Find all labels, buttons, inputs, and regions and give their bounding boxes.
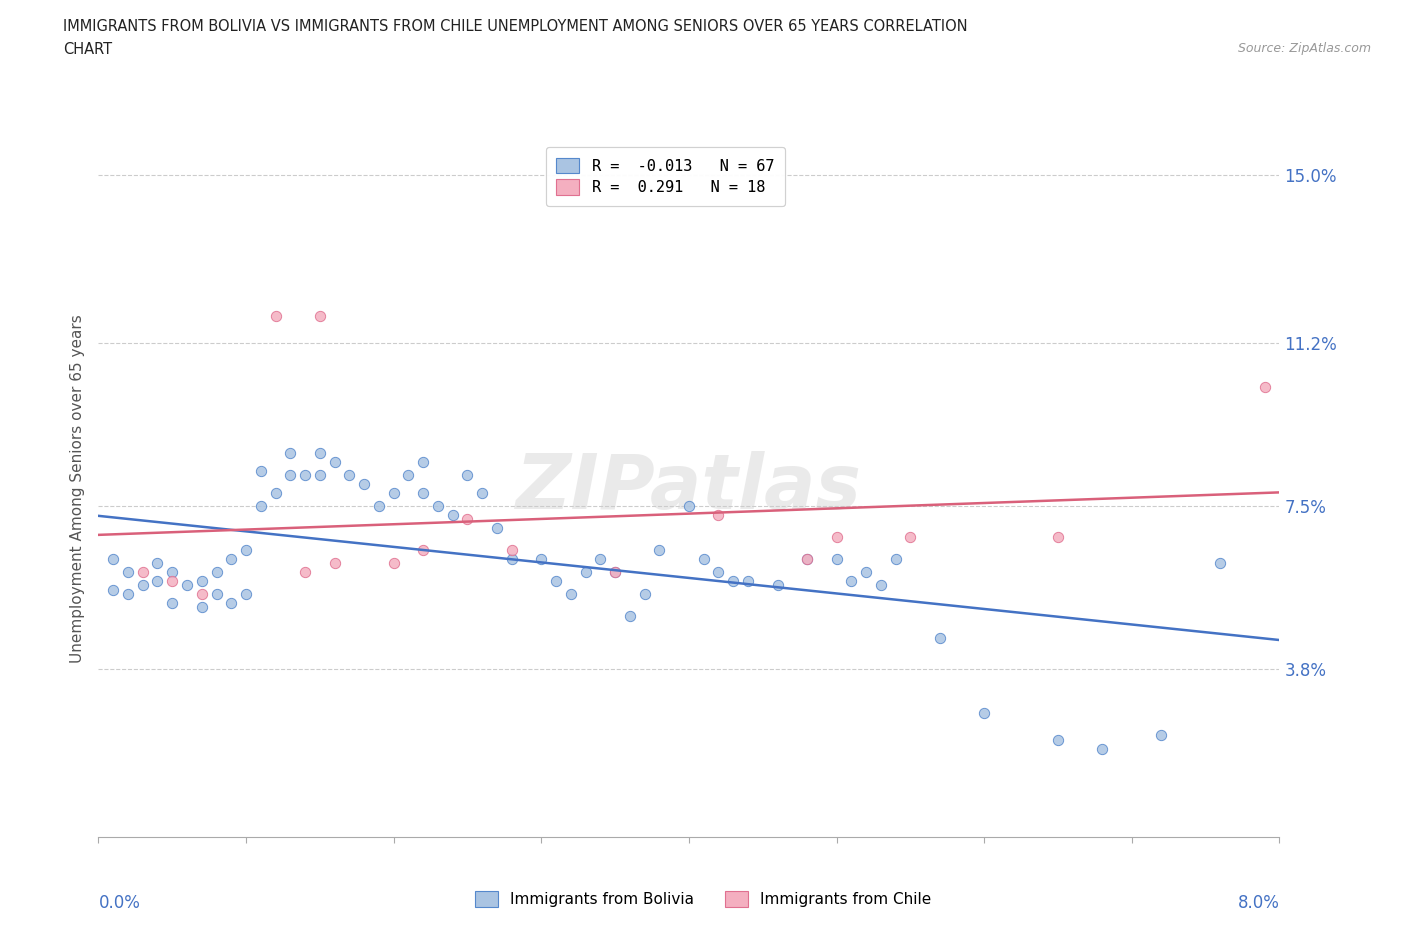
Point: [117, 565, 139, 579]
Point: [103, 582, 124, 597]
Point: [264, 309, 287, 324]
Point: [308, 468, 332, 483]
Point: [1091, 741, 1114, 756]
Point: [825, 529, 848, 544]
Point: [235, 587, 257, 602]
Point: [205, 565, 228, 579]
Point: [1150, 728, 1173, 743]
Point: [250, 463, 273, 478]
Point: [589, 551, 612, 566]
Point: [678, 498, 700, 513]
Point: [219, 595, 242, 610]
Point: [103, 551, 124, 566]
Legend: R =  -0.013   N = 67, R =  0.291   N = 18: R = -0.013 N = 67, R = 0.291 N = 18: [546, 147, 785, 206]
Point: [176, 578, 198, 592]
Point: [162, 565, 183, 579]
Legend: Immigrants from Bolivia, Immigrants from Chile: Immigrants from Bolivia, Immigrants from…: [468, 884, 938, 913]
Point: [501, 551, 523, 566]
Point: [146, 556, 169, 571]
Point: [633, 587, 655, 602]
Point: [855, 565, 877, 579]
Point: [721, 574, 744, 589]
Point: [707, 565, 730, 579]
Point: [544, 574, 567, 589]
Point: [191, 574, 214, 589]
Point: [501, 542, 523, 557]
Point: [235, 542, 257, 557]
Y-axis label: Unemployment Among Seniors over 65 years: Unemployment Among Seniors over 65 years: [69, 314, 84, 662]
Point: [396, 468, 419, 483]
Point: [382, 485, 405, 500]
Point: [605, 565, 627, 579]
Point: [1254, 379, 1277, 394]
Point: [278, 468, 301, 483]
Point: [825, 551, 848, 566]
Point: [485, 521, 508, 536]
Point: [441, 507, 464, 522]
Point: [928, 631, 950, 645]
Point: [471, 485, 494, 500]
Point: [308, 309, 332, 324]
Text: CHART: CHART: [63, 42, 112, 57]
Point: [693, 551, 716, 566]
Point: [869, 578, 891, 592]
Point: [530, 551, 553, 566]
Point: [264, 485, 287, 500]
Point: [605, 565, 627, 579]
Point: [382, 556, 405, 571]
Point: [766, 578, 789, 592]
Point: [574, 565, 596, 579]
Point: [973, 706, 995, 721]
Point: [898, 529, 921, 544]
Text: 8.0%: 8.0%: [1237, 895, 1279, 912]
Point: [132, 565, 155, 579]
Point: [323, 455, 346, 470]
Point: [456, 512, 478, 526]
Text: Source: ZipAtlas.com: Source: ZipAtlas.com: [1237, 42, 1371, 55]
Point: [162, 574, 183, 589]
Point: [1209, 556, 1232, 571]
Point: [191, 587, 214, 602]
Point: [707, 507, 730, 522]
Point: [796, 551, 818, 566]
Point: [796, 551, 818, 566]
Point: [191, 600, 214, 615]
Point: [250, 498, 273, 513]
Text: 0.0%: 0.0%: [98, 895, 141, 912]
Point: [884, 551, 907, 566]
Point: [839, 574, 862, 589]
Point: [367, 498, 389, 513]
Point: [412, 485, 434, 500]
Text: IMMIGRANTS FROM BOLIVIA VS IMMIGRANTS FROM CHILE UNEMPLOYMENT AMONG SENIORS OVER: IMMIGRANTS FROM BOLIVIA VS IMMIGRANTS FR…: [63, 19, 967, 33]
Point: [117, 587, 139, 602]
Point: [412, 542, 434, 557]
Point: [132, 578, 155, 592]
Point: [737, 574, 759, 589]
Point: [412, 455, 434, 470]
Point: [219, 551, 242, 566]
Point: [353, 476, 375, 491]
Point: [278, 445, 301, 460]
Point: [560, 587, 582, 602]
Point: [619, 609, 641, 624]
Point: [146, 574, 169, 589]
Point: [323, 556, 346, 571]
Point: [1046, 733, 1069, 748]
Point: [456, 468, 478, 483]
Point: [294, 565, 316, 579]
Text: ZIPatlas: ZIPatlas: [516, 451, 862, 525]
Point: [337, 468, 360, 483]
Point: [1046, 529, 1069, 544]
Point: [294, 468, 316, 483]
Point: [162, 595, 183, 610]
Point: [205, 587, 228, 602]
Point: [426, 498, 449, 513]
Point: [648, 542, 671, 557]
Point: [308, 445, 332, 460]
